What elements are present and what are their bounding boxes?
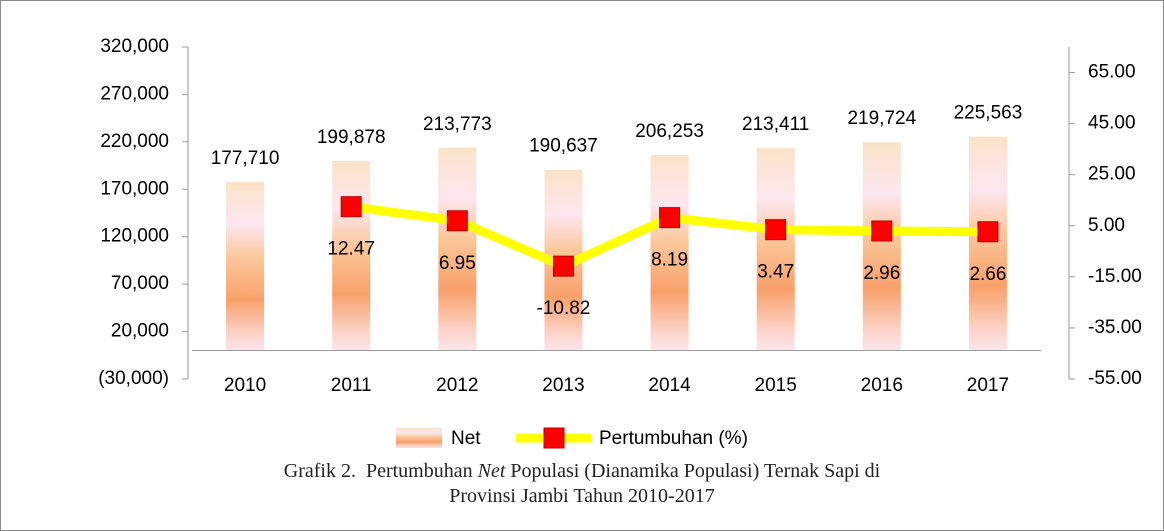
legend-swatch [396, 428, 442, 448]
x-tick-label: 2011 [331, 375, 372, 396]
y-tick-label: 270,000 [100, 83, 169, 104]
legend-label: Net [451, 428, 481, 449]
line-marker [765, 219, 787, 241]
line-value-label: 2.66 [969, 264, 1006, 285]
x-tick-label: 2014 [648, 375, 691, 396]
bar-value-label: 177,710 [211, 148, 280, 169]
bar [756, 148, 795, 351]
line-marker [446, 210, 468, 232]
bar [226, 181, 265, 351]
caption-line: Grafik 2. Pertumbuhan Net Populasi (Dian… [1, 459, 1163, 484]
bar [650, 154, 689, 351]
bar-value-label: 199,878 [317, 127, 386, 148]
y-tick-label: 320,000 [100, 36, 169, 57]
y2-tick-label: 5.00 [1088, 215, 1125, 236]
y-tick-label: 170,000 [100, 178, 169, 199]
legend-marker [543, 427, 565, 449]
line-marker [977, 221, 999, 243]
line-marker [340, 196, 362, 218]
line-value-label: -10.82 [537, 298, 591, 319]
caption-text: Grafik 2. Pertumbuhan [283, 460, 478, 482]
caption-text: Net [477, 460, 506, 482]
y-tick-label: 20,000 [111, 321, 169, 342]
line-marker [659, 207, 681, 229]
bar-value-label: 206,253 [635, 121, 704, 142]
y2-tick-label: -15.00 [1088, 266, 1142, 287]
bar [862, 142, 901, 351]
line-value-label: 3.47 [757, 262, 794, 283]
chart: (30,000) 20,000 70,000 120,000 170,000 220,00… [98, 36, 1142, 449]
y2-tick-label: 45.00 [1088, 113, 1136, 134]
y-tick-label: 220,000 [100, 131, 169, 152]
y2-tick-label: 65.00 [1088, 62, 1136, 83]
line-value-label: 8.19 [651, 250, 688, 271]
line-value-label: 12.47 [327, 239, 375, 260]
x-tick-label: 2017 [967, 375, 1009, 396]
y-tick-label: 120,000 [100, 226, 169, 247]
bar [438, 147, 477, 351]
bar [332, 160, 371, 351]
line-marker [552, 255, 574, 277]
bar-value-label: 225,563 [954, 103, 1023, 124]
legend-label: Pertumbuhan (%) [599, 428, 748, 449]
y2-tick-label: -35.00 [1088, 317, 1142, 338]
x-tick-label: 2013 [542, 375, 584, 396]
x-tick-label: 2012 [436, 375, 478, 396]
bar-value-label: 213,773 [423, 114, 492, 135]
caption-text: Provinsi Jambi Tahun 2010-2017 [449, 485, 715, 507]
caption-line: Provinsi Jambi Tahun 2010-2017 [1, 484, 1163, 509]
y2-tick-label: 25.00 [1088, 164, 1136, 185]
y2-tick-label: -55.00 [1088, 368, 1142, 389]
x-tick-label: 2016 [861, 375, 903, 396]
x-tick-label: 2010 [224, 375, 266, 396]
line-value-label: 6.95 [439, 253, 476, 274]
line-marker [871, 220, 893, 242]
caption: Grafik 2. Pertumbuhan Net Populasi (Dian… [1, 459, 1163, 509]
caption-text: Populasi (Dianamika Populasi) Ternak Sap… [505, 460, 881, 482]
bar [968, 136, 1007, 351]
y-tick-label: (30,000) [98, 368, 169, 389]
bar-value-label: 219,724 [847, 108, 916, 129]
y-tick-label: 70,000 [111, 273, 169, 294]
bar-value-label: 213,411 [742, 114, 809, 135]
x-tick-label: 2015 [755, 375, 797, 396]
line-value-label: 2.96 [863, 263, 900, 284]
bar-value-label: 190,637 [529, 136, 598, 157]
